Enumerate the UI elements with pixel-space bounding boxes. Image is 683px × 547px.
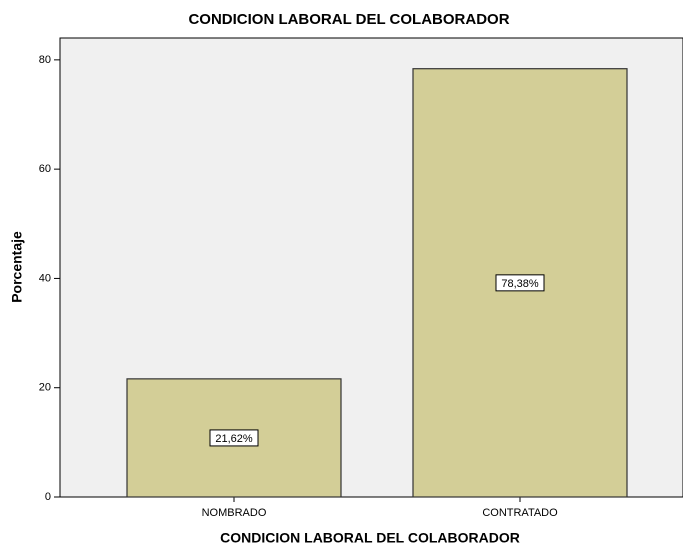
y-tick-label: 60 <box>39 163 51 175</box>
value-label-box <box>495 274 545 292</box>
y-tick-label: 40 <box>39 272 51 284</box>
x-tick-label: CONTRATADO <box>482 507 558 519</box>
y-tick-label: 0 <box>45 491 51 503</box>
x-axis-title: CONDICION LABORAL DEL COLABORADOR <box>220 530 520 546</box>
y-axis-title: Porcentaje <box>9 231 25 303</box>
y-tick-label: 20 <box>39 382 51 394</box>
chart-title: CONDICION LABORAL DEL COLABORADOR <box>188 11 509 28</box>
value-label: 21,62% <box>215 433 253 445</box>
value-label-box <box>209 429 259 447</box>
x-tick-label: NOMBRADO <box>202 507 267 519</box>
y-tick-label: 80 <box>39 54 51 66</box>
value-label: 78,38% <box>501 278 539 290</box>
